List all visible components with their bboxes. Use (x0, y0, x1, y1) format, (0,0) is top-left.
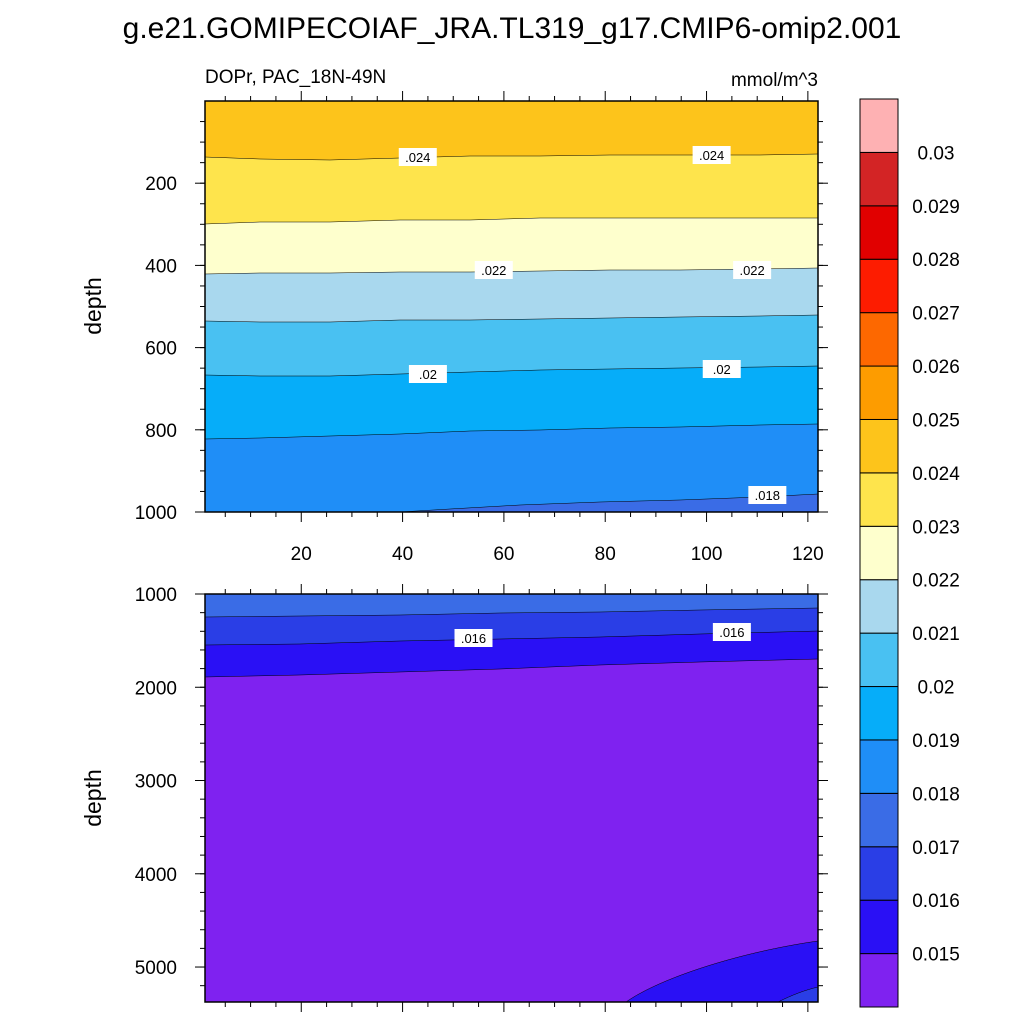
colorbar-label: 0.016 (912, 891, 960, 912)
x-tick-label: 80 (595, 544, 616, 565)
y-tick-label: 1000 (135, 503, 177, 524)
band-0017-0018 (399, 493, 818, 512)
colorbar-box (859, 632, 899, 688)
lower-panel-frame (204, 593, 819, 1003)
contour-label: .022 (739, 263, 764, 278)
colorbar-box (859, 312, 899, 367)
x-tick-label: 20 (291, 544, 312, 565)
y-tick-label: 800 (145, 421, 177, 442)
y-tick-label: 200 (145, 174, 177, 195)
colorbar-box (859, 365, 899, 420)
contour-label: .02 (713, 362, 731, 377)
y-tick-label: 3000 (135, 772, 177, 793)
contour-label-bg (398, 148, 437, 166)
colorbar-box (859, 258, 899, 314)
colorbar-box (859, 686, 899, 741)
colorbar-label: 0.02 (918, 678, 955, 699)
lower-contour-panel: 1000 2000 3000 4000 5000 depth .016 .016 (80, 584, 828, 1012)
colorbar-label: 0.018 (912, 784, 960, 805)
colorbar-boxes (859, 98, 899, 1008)
lower-y-tick-labels: 1000 2000 3000 4000 5000 (135, 585, 177, 979)
colorbar-label: 0.029 (912, 197, 960, 218)
contour-label-bg (692, 146, 731, 164)
upper-tick-marks (195, 91, 828, 522)
top-left-string: DOPr, PAC_18N-49N (205, 67, 386, 88)
upper-contour-fill (205, 101, 818, 512)
colorbar-box (859, 472, 899, 527)
colorbar: 0.015 0.016 0.017 0.018 0.019 0.02 0.021 0.022 0… (859, 98, 960, 1008)
colorbar-label: 0.022 (912, 571, 960, 592)
upper-contour-labels: .024 .024 .022 .022 .02 .02 .018 (398, 146, 787, 504)
band-deep-0016-0017 (777, 986, 818, 1002)
contour-label-bg (408, 365, 447, 383)
y-tick-label: 2000 (135, 678, 177, 699)
colorbar-label: 0.026 (912, 357, 960, 378)
figure-title: g.e21.GOMIPECOIAF_JRA.TL319_g17.CMIP6-om… (123, 12, 902, 45)
y-tick-label: 5000 (135, 958, 177, 979)
y-tick-label: 600 (145, 339, 177, 360)
colorbar-label: 0.023 (912, 517, 960, 538)
lower-tick-marks (195, 584, 828, 1012)
contour-label: .022 (481, 263, 506, 278)
colorbar-label: 0.025 (912, 410, 960, 431)
contour-label-bg (748, 486, 787, 504)
colorbar-label: 0.027 (912, 304, 960, 325)
contour-label: .024 (405, 150, 430, 165)
contour-label-bg (702, 360, 741, 378)
colorbar-box (859, 792, 899, 848)
units-label: mmol/m^3 (731, 70, 818, 91)
colorbar-box (859, 205, 899, 260)
colorbar-label: 0.03 (918, 143, 955, 164)
lower-contour-labels: .016 .016 (454, 623, 751, 647)
band-deep-0015-0016 (625, 940, 818, 1002)
colorbar-label: 0.017 (912, 838, 960, 859)
x-tick-label: 120 (792, 544, 824, 565)
band-0014-0015 (205, 658, 818, 1002)
colorbar-box (859, 953, 899, 1008)
colorbar-label: 0.019 (912, 731, 960, 752)
upper-y-axis-label: depth (80, 277, 106, 335)
contour-label-bg (474, 261, 513, 279)
upper-contour-panel: 200 400 600 800 1000 20 40 60 80 100 120 depth .0… (80, 91, 828, 565)
band-0018-0019 (205, 423, 818, 512)
x-tick-label: 60 (493, 544, 514, 565)
colorbar-box (859, 846, 899, 901)
colorbar-box (859, 418, 899, 474)
y-tick-label: 1000 (135, 585, 177, 606)
y-tick-label: 4000 (135, 865, 177, 886)
lower-contour-fill (205, 594, 818, 1002)
y-tick-label: 400 (145, 256, 177, 277)
contour-label: .016 (719, 625, 744, 640)
colorbar-label: 0.024 (912, 464, 960, 485)
colorbar-box (859, 98, 899, 153)
contour-label-bg (712, 623, 751, 641)
contour-label-bg (733, 261, 772, 279)
upper-y-tick-labels: 200 400 600 800 1000 (135, 174, 177, 524)
contour-label-bg (454, 629, 493, 647)
colorbar-label: 0.021 (912, 624, 960, 645)
contour-label: .02 (419, 367, 437, 382)
colorbar-box (859, 151, 899, 207)
x-tick-label: 100 (691, 544, 723, 565)
colorbar-labels: 0.015 0.016 0.017 0.018 0.019 0.02 0.021 0.022 0… (912, 143, 960, 965)
contour-label: .016 (461, 631, 486, 646)
contour-label: .024 (699, 148, 724, 163)
x-tick-label: 40 (392, 544, 413, 565)
lower-y-axis-label: depth (80, 769, 106, 827)
colorbar-box (859, 579, 899, 634)
colorbar-box (859, 525, 899, 581)
upper-x-tick-labels: 20 40 60 80 100 120 (291, 544, 824, 565)
colorbar-label: 0.028 (912, 250, 960, 271)
colorbar-box (859, 899, 899, 955)
contour-label: .018 (755, 488, 780, 503)
colorbar-label: 0.015 (912, 945, 960, 966)
colorbar-box (859, 739, 899, 794)
